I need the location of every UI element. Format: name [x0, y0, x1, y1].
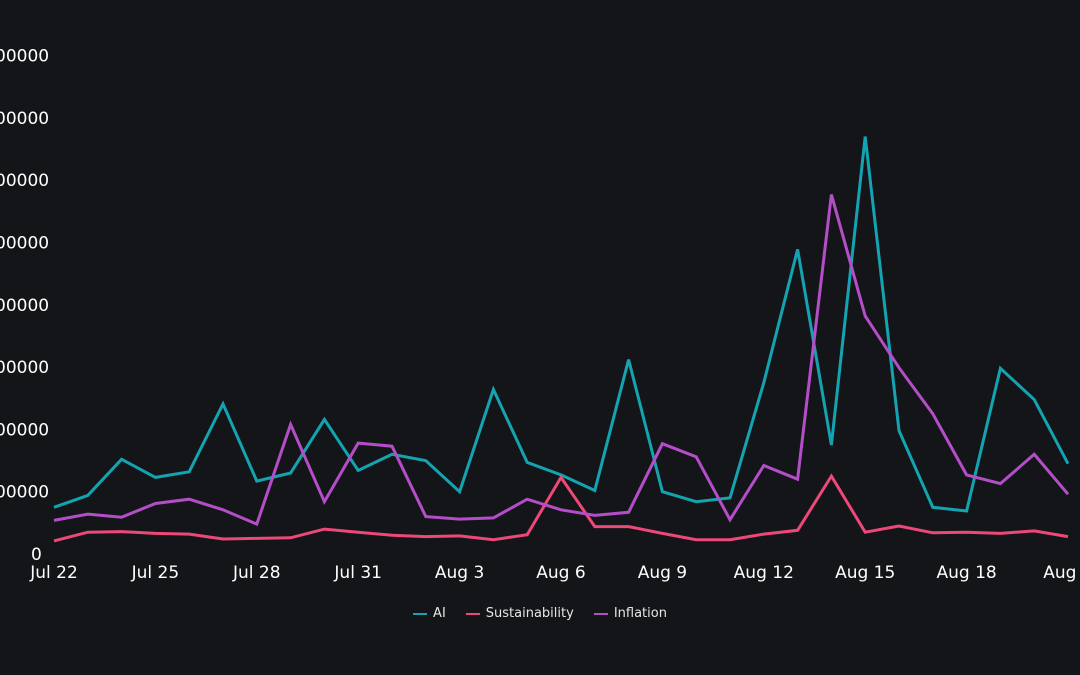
x-axis-ticks: Jul 22 Jul 25 Jul 28 Jul 31 Aug 3 Aug 6 Aug 9 A… — [29, 563, 1080, 583]
x-tick-label: Jul 31 — [333, 563, 382, 583]
legend-label-ai: AI — [433, 606, 446, 621]
y-tick-label: 00000 — [0, 483, 49, 503]
y-axis-ticks: 0000000000000000000000000000000000000000… — [0, 47, 49, 565]
y-tick-label: 00000 — [0, 171, 49, 191]
legend-item-ai[interactable]: AI — [413, 606, 446, 621]
series-lines — [53, 136, 1070, 543]
legend: AI Sustainability Inflation — [0, 606, 1080, 621]
series-line-ai[interactable] — [53, 136, 1070, 513]
x-tick-label: Aug 9 — [638, 563, 687, 583]
legend-item-inflation[interactable]: Inflation — [593, 606, 667, 621]
legend-label-inflation: Inflation — [613, 606, 667, 621]
x-tick-label: Jul 22 — [29, 563, 78, 583]
y-tick-label: 00000 — [0, 358, 49, 378]
x-tick-label: Aug 18 — [936, 563, 996, 583]
y-tick-label: 00000 — [0, 109, 49, 129]
legend-swatch-sustainability — [465, 612, 480, 615]
series-line-inflation[interactable] — [53, 194, 1070, 527]
y-tick-label: 00000 — [0, 296, 49, 316]
series-line-sustainability[interactable] — [53, 473, 1069, 543]
y-tick-label: 00000 — [0, 234, 49, 254]
x-tick-label: Aug 2 — [1043, 563, 1080, 583]
legend-swatch-ai — [413, 612, 428, 615]
legend-label-sustainability: Sustainability — [485, 606, 574, 621]
y-tick-label: 0 — [31, 545, 42, 565]
x-tick-label: Aug 15 — [835, 563, 895, 583]
legend-item-sustainability[interactable]: Sustainability — [465, 606, 574, 621]
legend-swatch-inflation — [593, 612, 608, 615]
y-tick-label: 00000 — [0, 420, 49, 440]
x-tick-label: Jul 28 — [232, 563, 281, 583]
x-tick-label: Aug 6 — [536, 563, 585, 583]
y-tick-label: 00000 — [0, 47, 49, 67]
x-tick-label: Aug 12 — [734, 563, 794, 583]
x-tick-label: Jul 25 — [131, 563, 180, 583]
x-tick-label: Aug 3 — [435, 563, 484, 583]
